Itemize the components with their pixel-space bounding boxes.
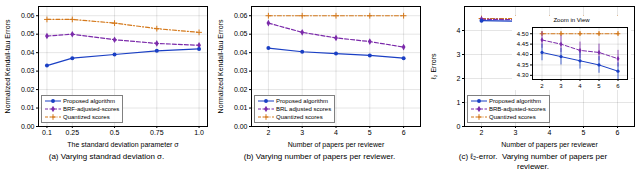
svg-text:0.05: 0.05 bbox=[234, 30, 248, 37]
svg-text:5: 5 bbox=[582, 129, 586, 136]
svg-text:1.0: 1.0 bbox=[194, 129, 204, 136]
svg-text:0.02: 0.02 bbox=[21, 86, 35, 93]
svg-text:0.04: 0.04 bbox=[21, 49, 35, 56]
html-text:Zoom in View: Zoom in View bbox=[553, 17, 590, 23]
svg-text:0: 0 bbox=[457, 123, 461, 130]
svg-text:1: 1 bbox=[457, 99, 461, 106]
svg-text:0.03: 0.03 bbox=[21, 67, 35, 74]
html-text:(a) Varying standrad deviation: (a) Varying standrad deviation σ. bbox=[48, 152, 165, 161]
svg-text:0.03: 0.03 bbox=[234, 67, 248, 74]
html-text:Proposed algorithm: Proposed algorithm bbox=[63, 98, 115, 104]
svg-text:Normalized Kendall-tau Errors: Normalized Kendall-tau Errors bbox=[217, 19, 224, 113]
svg-text:0.5: 0.5 bbox=[110, 129, 120, 136]
svg-text:Number of papers per reviewer: Number of papers per reviewer bbox=[501, 141, 598, 149]
html-text:Proposed algorithm: Proposed algorithm bbox=[276, 98, 328, 104]
svg-text:2: 2 bbox=[457, 75, 461, 82]
svg-text:6: 6 bbox=[402, 129, 406, 136]
svg-text:4.35: 4.35 bbox=[517, 62, 529, 68]
svg-text:Normalized Kendall-tau Errors: Normalized Kendall-tau Errors bbox=[4, 19, 11, 113]
svg-text:5: 5 bbox=[368, 129, 372, 136]
html-text:(b) Varying number of papers p: (b) Varying number of papers per reviewe… bbox=[243, 152, 396, 161]
svg-text:0.1: 0.1 bbox=[42, 129, 52, 136]
svg-text:4: 4 bbox=[457, 27, 461, 34]
svg-text:0.01: 0.01 bbox=[234, 104, 248, 111]
svg-text:4: 4 bbox=[548, 129, 552, 136]
svg-text:4: 4 bbox=[334, 129, 338, 136]
html-text:BRB-adjusted-scores: BRB-adjusted-scores bbox=[489, 106, 546, 112]
svg-text:0.04: 0.04 bbox=[234, 49, 248, 56]
svg-text:0.05: 0.05 bbox=[21, 30, 35, 37]
svg-text:0.00: 0.00 bbox=[21, 123, 35, 130]
svg-text:6: 6 bbox=[616, 83, 620, 89]
svg-text:4.30: 4.30 bbox=[517, 72, 529, 78]
svg-text:0.06: 0.06 bbox=[21, 12, 35, 19]
svg-text:0.02: 0.02 bbox=[234, 86, 248, 93]
html-text:Proposed algorithm: Proposed algorithm bbox=[489, 98, 541, 104]
svg-text:6: 6 bbox=[616, 129, 620, 136]
svg-text:3: 3 bbox=[559, 83, 563, 89]
svg-text:0.75: 0.75 bbox=[150, 129, 164, 136]
svg-text:Number of papers per reviewer: Number of papers per reviewer bbox=[288, 141, 385, 149]
svg-text:3: 3 bbox=[300, 129, 304, 136]
svg-text:2: 2 bbox=[540, 83, 544, 89]
svg-text:4: 4 bbox=[578, 83, 582, 89]
svg-text:4.50: 4.50 bbox=[517, 31, 529, 37]
html-text:BRL adjusted scores: BRL adjusted scores bbox=[276, 106, 332, 112]
html-text:Quantized scores: Quantized scores bbox=[489, 114, 536, 120]
html-text:Quantized scores: Quantized scores bbox=[63, 114, 110, 120]
svg-text:5: 5 bbox=[597, 83, 601, 89]
svg-text:0.01: 0.01 bbox=[21, 104, 35, 111]
svg-text:The standard deviation paramet: The standard deviation parameter σ bbox=[67, 141, 179, 149]
svg-text:3: 3 bbox=[514, 129, 518, 136]
svg-text:3: 3 bbox=[457, 51, 461, 58]
svg-text:0.00: 0.00 bbox=[234, 123, 248, 130]
svg-text:4.40: 4.40 bbox=[517, 51, 529, 57]
html-text:BRF-adjusted-scores: BRF-adjusted-scores bbox=[63, 106, 120, 112]
svg-text:0.06: 0.06 bbox=[234, 12, 248, 19]
svg-text:ℓ₂ Errors: ℓ₂ Errors bbox=[430, 53, 437, 80]
svg-text:2: 2 bbox=[266, 129, 270, 136]
svg-text:0.25: 0.25 bbox=[65, 129, 79, 136]
svg-text:2: 2 bbox=[480, 129, 484, 136]
html-text:Quantized scores: Quantized scores bbox=[276, 114, 323, 120]
html-text:(c) ℓ₂-error. Varying number o: (c) ℓ₂-error. Varying number of papers p… bbox=[458, 152, 608, 171]
svg-text:4.45: 4.45 bbox=[517, 41, 529, 47]
